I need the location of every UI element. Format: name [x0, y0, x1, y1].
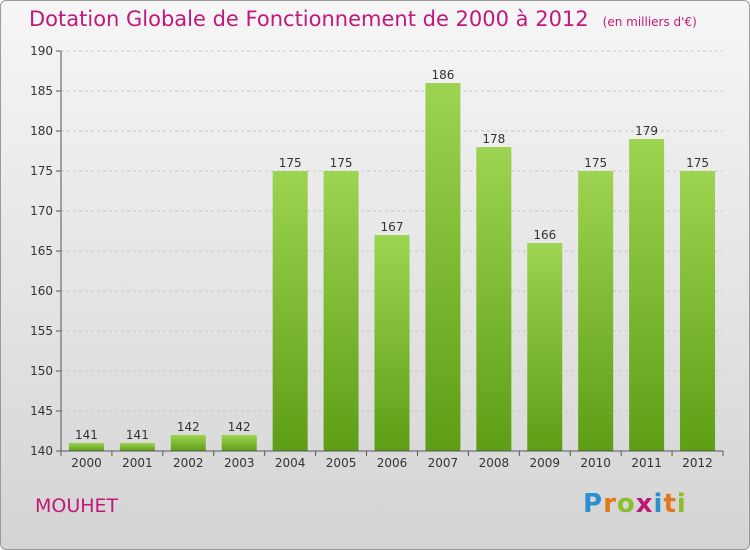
- x-tick-label: 2001: [122, 456, 153, 470]
- x-tick-label: 2005: [326, 456, 357, 470]
- y-tick-label: 180: [30, 124, 53, 138]
- bar: [629, 139, 665, 451]
- bar: [119, 443, 155, 451]
- bar: [425, 83, 461, 451]
- x-tick-label: 2011: [631, 456, 662, 470]
- y-tick-label: 175: [30, 164, 53, 178]
- y-tick-label: 140: [30, 444, 53, 458]
- x-tick-label: 2008: [479, 456, 510, 470]
- x-tick-label: 2004: [275, 456, 306, 470]
- bar-value-label: 175: [330, 156, 353, 170]
- bar: [680, 171, 716, 451]
- bar-value-label: 141: [126, 428, 149, 442]
- bar: [527, 243, 563, 451]
- bar-value-label: 166: [533, 228, 556, 242]
- bar: [374, 235, 410, 451]
- x-tick-label: 2006: [377, 456, 408, 470]
- bar-value-label: 167: [381, 220, 404, 234]
- bar: [323, 171, 359, 451]
- bar-value-label: 179: [635, 124, 658, 138]
- y-tick-label: 190: [30, 44, 53, 58]
- bars: 141 141 142 142 175 175 167 186 178 166 175 179 175: [68, 68, 716, 451]
- proxiti-logo: Proxiti: [583, 489, 687, 519]
- x-tick-label: 2012: [682, 456, 713, 470]
- bar: [170, 435, 206, 451]
- bar: [476, 147, 512, 451]
- bar-value-label: 186: [431, 68, 454, 82]
- x-tick-label: 2000: [71, 456, 102, 470]
- x-tick-label: 2007: [428, 456, 459, 470]
- bar-value-label: 142: [228, 420, 251, 434]
- x-tick-label: 2009: [529, 456, 560, 470]
- bar: [221, 435, 257, 451]
- bar: [68, 443, 104, 451]
- y-tick-label: 150: [30, 364, 53, 378]
- bar-value-label: 141: [75, 428, 98, 442]
- bar-value-label: 178: [482, 132, 505, 146]
- y-tick-label: 145: [30, 404, 53, 418]
- commune-name: MOUHET: [35, 495, 119, 517]
- bar-value-label: 175: [279, 156, 302, 170]
- bar-value-label: 175: [584, 156, 607, 170]
- y-tick-label: 185: [30, 84, 53, 98]
- x-axis: 2000 2001 2002 2003 2004 2005 2006 2007 2008 2009…: [60, 450, 724, 470]
- bar-value-label: 142: [177, 420, 200, 434]
- chart-title: Dotation Globale de Fonctionnement de 20…: [29, 7, 697, 31]
- title-text: Dotation Globale de Fonctionnement de 20…: [29, 7, 589, 31]
- chart-subtitle: (en milliers d'€): [602, 15, 697, 29]
- x-tick-label: 2002: [173, 456, 204, 470]
- y-tick-label: 155: [30, 324, 53, 338]
- bar: [578, 171, 614, 451]
- bar: [272, 171, 308, 451]
- bar-value-label: 175: [686, 156, 709, 170]
- y-tick-label: 170: [30, 204, 53, 218]
- y-axis: 140 145 150 155 160 165 170 175 180 185 190: [30, 44, 62, 458]
- x-tick-label: 2010: [580, 456, 611, 470]
- y-tick-label: 165: [30, 244, 53, 258]
- x-tick-label: 2003: [224, 456, 255, 470]
- y-tick-label: 160: [30, 284, 53, 298]
